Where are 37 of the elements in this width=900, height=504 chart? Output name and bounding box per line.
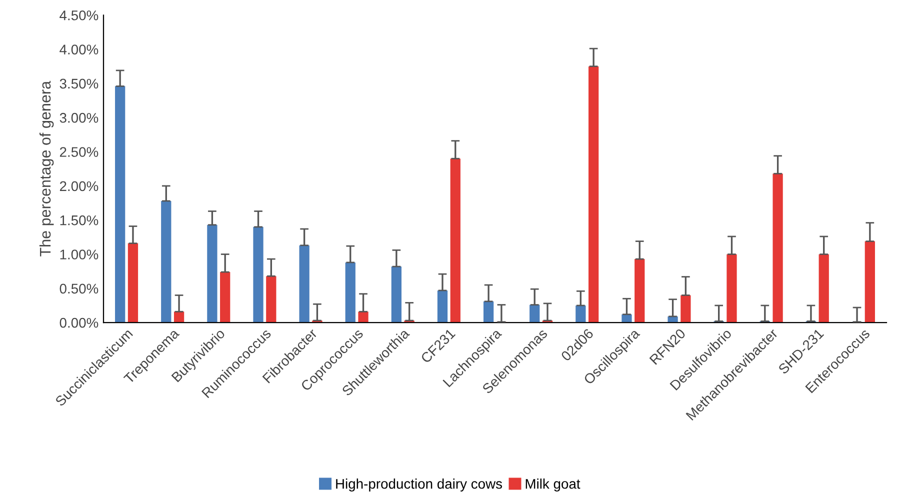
bar <box>207 224 218 323</box>
bar <box>345 262 356 323</box>
legend-label: Milk goat <box>526 478 580 492</box>
bar <box>299 245 310 323</box>
legend-label: High-production dairy cows <box>336 478 502 492</box>
bar <box>772 174 783 323</box>
bar <box>450 158 460 323</box>
bar <box>115 86 126 323</box>
bar <box>161 200 172 323</box>
bar <box>437 290 448 323</box>
y-tick-label: 4.00% <box>60 44 98 54</box>
bar <box>530 304 540 323</box>
y-axis-title: The percentage of genera <box>39 80 54 256</box>
y-tick-label: 2.50% <box>60 147 98 157</box>
y-tick-label: 0.00% <box>60 318 98 328</box>
bar <box>726 254 737 323</box>
bar <box>864 241 875 323</box>
bar <box>680 295 691 323</box>
bar <box>358 312 368 323</box>
bar <box>818 254 829 323</box>
bar <box>576 305 586 323</box>
y-tick-label: 3.00% <box>60 112 98 123</box>
y-tick-label: 4.50% <box>60 10 98 20</box>
y-tick-label: 2.00% <box>60 181 98 192</box>
bar <box>253 226 264 323</box>
y-tick-label: 0.50% <box>60 284 98 294</box>
y-tick-label: 1.50% <box>60 215 98 226</box>
bar <box>128 243 138 323</box>
bar <box>391 266 402 323</box>
bar <box>588 66 599 323</box>
bar <box>483 301 494 323</box>
bar <box>266 276 276 323</box>
bar <box>634 259 645 323</box>
y-tick-label: 1.00% <box>60 250 98 260</box>
bar <box>622 314 632 323</box>
y-tick-label: 3.50% <box>60 78 98 89</box>
bar <box>220 272 230 323</box>
